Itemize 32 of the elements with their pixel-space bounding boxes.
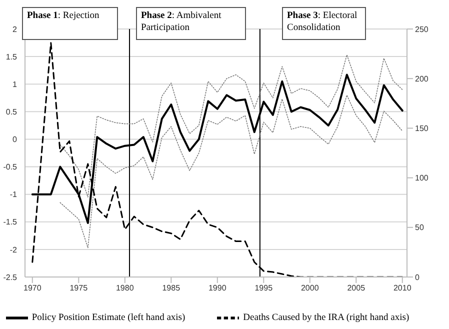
y-tick-label: 1: [12, 80, 18, 89]
y2-tick-label: 0: [415, 272, 420, 282]
phase-label-box: Phase 3: Electoral Consolidation: [282, 7, 366, 40]
phase-label-box: Phase 1: Rejection: [22, 7, 118, 40]
x-tick-label: 1975: [70, 284, 88, 293]
x-tick-label: 1980: [116, 284, 134, 293]
line-series: [60, 54, 403, 198]
y2-tick-label: 100: [415, 174, 429, 183]
legend-label: Policy Position Estimate (left hand axis): [32, 313, 186, 324]
x-tick-label: 1985: [162, 284, 181, 293]
y-tick-label: -1.5: [3, 218, 18, 227]
x-tick-label: 1995: [254, 284, 274, 293]
legend-label: Deaths Caused by the IRA (right hand axis): [243, 313, 410, 324]
y-tick-label: -2: [10, 245, 18, 254]
x-tick-label: 2010: [393, 284, 412, 293]
y2-tick-label: 50: [415, 223, 424, 232]
y-tick-label: 0: [12, 135, 18, 144]
y2-tick-label: 250: [415, 24, 429, 34]
x-tick-label: 2000: [300, 284, 320, 293]
y-tick-label: 0.5: [6, 108, 18, 117]
y2-tick-label: 200: [415, 74, 429, 84]
x-tick-label: 1990: [208, 284, 227, 293]
y-tick-label: -0.5: [3, 162, 18, 172]
y2-tick-label: 150: [415, 124, 429, 134]
phase-label-box: Phase 2: Ambivalent Participation: [136, 7, 246, 40]
y-tick-label: -1: [10, 190, 18, 200]
y-tick-label: -2.5: [3, 272, 18, 282]
y-tick-label: 2: [12, 24, 18, 34]
x-tick-label: 1970: [24, 284, 42, 293]
y-tick-label: 1.5: [6, 52, 18, 62]
x-tick-label: 2005: [347, 284, 366, 293]
line-series: [60, 94, 403, 248]
